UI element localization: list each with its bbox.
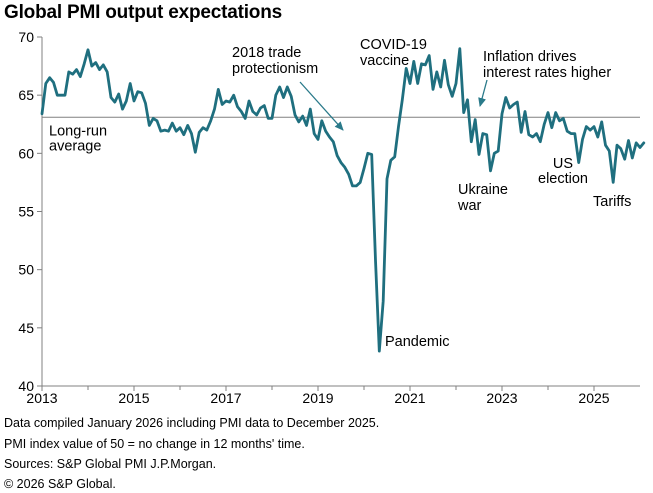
trade-arrow (299, 81, 344, 131)
y-tick-label: 60 (18, 145, 34, 161)
long-run-average: Long-run average (42, 116, 640, 154)
annotation-trade: 2018 trade protectionism (232, 45, 318, 77)
footer-sources: Sources: S&P Global PMI J.P.Morgan. (4, 457, 217, 471)
annotation-us-election: US election (538, 156, 588, 187)
y-tick-label: 50 (18, 262, 34, 278)
footer-note-compiled: Data compiled January 2026 including PMI… (4, 416, 380, 430)
y-tick-label: 55 (18, 204, 34, 220)
annotation-inflation: Inflation drives interest rates higher (483, 49, 611, 81)
series-line (40, 47, 646, 353)
axes: 40 45 50 55 60 65 70 2013 2015 2017 2019 2021 2023 20… (18, 29, 640, 406)
footer-copyright: © 2026 S&P Global. (4, 477, 116, 491)
x-tick-label: 2025 (578, 390, 609, 406)
long-run-average-label: Long-run average (49, 123, 107, 154)
x-tick-label: 2017 (210, 390, 241, 406)
y-tick-label: 45 (18, 320, 34, 336)
x-tick-label: 2015 (118, 390, 149, 406)
annotation-tariffs: Tariffs (593, 194, 631, 210)
inflation-arrow (478, 79, 488, 107)
y-tick-label: 70 (18, 29, 34, 45)
annotations: 2018 trade protectionism COVID-19 vaccine In… (232, 37, 631, 350)
annotation-pandemic: Pandemic (385, 334, 449, 350)
x-tick-label: 2021 (394, 390, 425, 406)
footer-note-index: PMI index value of 50 = no change in 12 … (4, 437, 305, 451)
y-tick-label: 40 (18, 378, 34, 394)
annotation-ukraine: Ukraine war (457, 182, 508, 214)
chart-title: Global PMI output expectations (4, 2, 282, 23)
series-output-expectations (40, 47, 646, 353)
x-tick-label: 2013 (26, 390, 57, 406)
y-tick-label: 65 (18, 87, 34, 103)
annotation-covid: COVID-19 vaccine (360, 37, 427, 69)
x-tick-label: 2023 (486, 390, 517, 406)
x-tick-label: 2019 (302, 390, 333, 406)
